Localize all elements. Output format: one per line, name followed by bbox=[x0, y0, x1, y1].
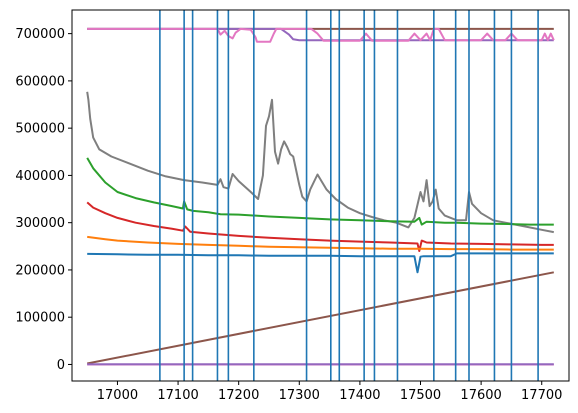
x-tick-label: 17100 bbox=[157, 388, 198, 403]
x-tick-label: 17500 bbox=[400, 388, 441, 403]
vertical-lines bbox=[160, 10, 538, 381]
series-line-7 bbox=[87, 253, 554, 272]
x-axis: 17000 17100 17200 17300 17400 17500 17600 17700 bbox=[97, 381, 563, 403]
y-tick-label: 200000 bbox=[15, 263, 65, 278]
y-tick-label: 300000 bbox=[15, 216, 65, 231]
y-tick-label: 0 bbox=[57, 358, 65, 373]
x-tick-label: 17300 bbox=[279, 388, 320, 403]
y-tick-label: 500000 bbox=[15, 122, 65, 137]
y-tick-label: 100000 bbox=[15, 311, 65, 326]
x-tick-label: 17700 bbox=[521, 388, 562, 403]
x-tick-label: 17200 bbox=[218, 388, 259, 403]
series-line-8 bbox=[87, 272, 554, 363]
series-line-3 bbox=[87, 92, 554, 232]
x-tick-label: 17000 bbox=[97, 388, 138, 403]
y-tick-label: 400000 bbox=[15, 169, 65, 184]
x-tick-label: 17400 bbox=[339, 388, 380, 403]
series-group bbox=[87, 29, 554, 365]
x-tick-label: 17600 bbox=[460, 388, 501, 403]
y-tick-label: 700000 bbox=[15, 27, 65, 42]
y-axis: 0 100000 200000 300000 400000 500000 600000 700… bbox=[15, 27, 72, 373]
y-tick-label: 600000 bbox=[15, 74, 65, 89]
